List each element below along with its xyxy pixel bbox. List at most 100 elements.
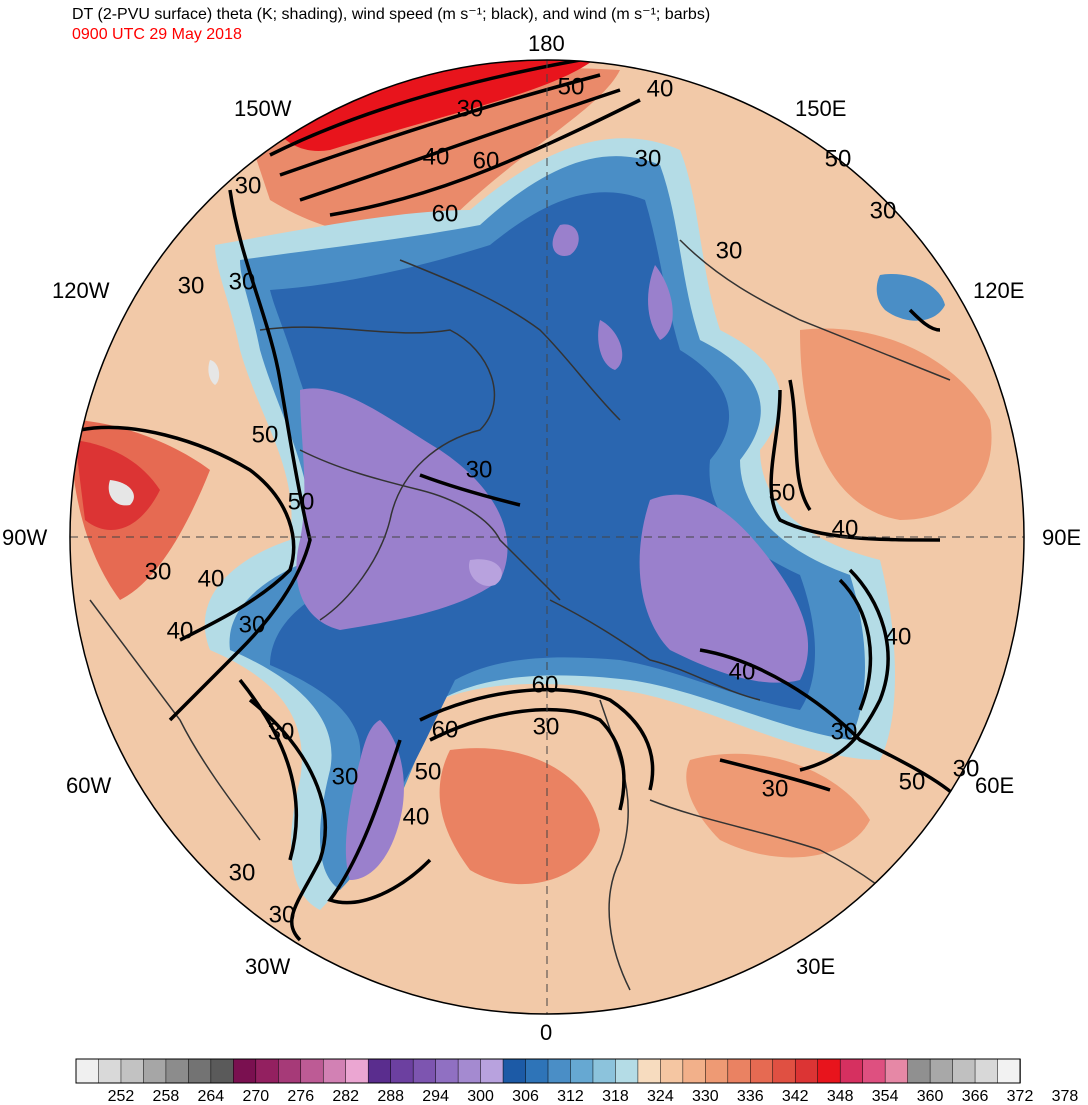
isotach-label: 50 — [252, 421, 279, 448]
colorbar-swatch — [322, 1058, 347, 1084]
colorbar-swatch — [615, 1058, 639, 1084]
isotach-label: 30 — [268, 718, 295, 745]
cold-core-kara — [648, 265, 673, 340]
colorbar-swatch — [884, 1058, 909, 1084]
lon-label-0: 0 — [540, 1020, 553, 1045]
colorbar-swatch — [839, 1058, 864, 1084]
map-boundary — [69, 59, 1025, 1015]
isotach-label: 60 — [432, 200, 459, 227]
lon-label-150e: 150E — [795, 96, 847, 121]
colorbar-swatch — [705, 1058, 729, 1084]
colorbar-tick-label: 318 — [602, 1088, 629, 1105]
warm-region-europe — [686, 753, 870, 858]
coastline — [399, 259, 621, 421]
colorbar-swatch — [367, 1058, 392, 1084]
isotach-label: 30 — [466, 456, 493, 483]
isotach-label: 30 — [457, 95, 484, 122]
colorbar-tick-label: 372 — [1007, 1088, 1034, 1105]
cold-core-beaufort — [552, 224, 579, 256]
colorbar-frame — [75, 1058, 1021, 1084]
colorbar-swatch — [120, 1058, 145, 1084]
warm-region-asia — [800, 328, 992, 520]
coastline — [549, 599, 761, 701]
cold-core-siberia — [639, 494, 809, 683]
colorbar-swatch — [502, 1058, 527, 1084]
hot-region-pacific — [270, 60, 600, 151]
warm-region-atlantic — [439, 748, 600, 885]
lon-label-90e: 90E — [1042, 525, 1082, 550]
colorbar-swatch — [660, 1058, 684, 1084]
colorbar-swatch — [300, 1058, 324, 1084]
isotach-label: 60 — [432, 716, 459, 743]
coastline — [259, 326, 496, 621]
colorbar-tick-label: 348 — [827, 1088, 854, 1105]
colorbar-swatch — [188, 1058, 212, 1084]
colorbar-tick-label: 312 — [557, 1088, 584, 1105]
isotach-label: 30 — [953, 755, 980, 782]
colorbar-tick-label: 252 — [108, 1088, 135, 1105]
colorbar-swatch — [682, 1058, 707, 1084]
chart-title: DT (2-PVU surface) theta (K; shading), w… — [72, 6, 711, 23]
isotach-label: 30 — [831, 718, 858, 745]
isotach — [168, 189, 312, 722]
colorbar-tick-label: 294 — [422, 1088, 449, 1105]
colorbar-swatch — [525, 1058, 549, 1084]
colorbar-swatch — [75, 1058, 100, 1084]
lon-label-150w: 150W — [234, 96, 292, 121]
colorbar-swatch — [570, 1058, 594, 1084]
colorbar-tick-label: 288 — [377, 1088, 404, 1105]
isotach-label: 30 — [870, 197, 897, 224]
colorbar-tick-label: 306 — [512, 1088, 539, 1105]
colorbar-tick-label: 270 — [242, 1088, 269, 1105]
colorbar-swatch — [165, 1058, 190, 1084]
colorbar-swatch — [390, 1058, 414, 1084]
colorbar-swatch — [794, 1058, 819, 1084]
colorbar-tick-label: 336 — [737, 1088, 764, 1105]
valid-time: 0900 UTC 29 May 2018 — [72, 26, 242, 43]
isotach — [79, 425, 296, 642]
lon-label-180: 180 — [528, 31, 565, 56]
isotach — [799, 568, 890, 772]
cold-core-atlantic — [345, 720, 404, 880]
isotach — [699, 648, 962, 802]
coastline — [89, 599, 261, 841]
isotach — [238, 678, 327, 942]
extreme-theta-spot — [108, 480, 134, 506]
isotach-label: 40 — [885, 623, 912, 650]
isotach-label: 50 — [415, 758, 442, 785]
isotach-label: 30 — [145, 558, 172, 585]
isotach-label: 50 — [769, 479, 796, 506]
colorbar-tick-label: 342 — [782, 1088, 809, 1105]
isotach-label: 40 — [832, 515, 859, 542]
lon-label-120e: 120E — [973, 278, 1025, 303]
isotach-label: 30 — [229, 268, 256, 295]
isotach — [327, 739, 432, 905]
coastline — [679, 239, 951, 381]
cold-spot-asia — [876, 274, 945, 321]
isotach-label: 60 — [473, 147, 500, 174]
colorbar-tick-label: 324 — [647, 1088, 674, 1105]
colorbar-swatch — [862, 1058, 886, 1084]
colorbar-tick-label: 366 — [962, 1088, 989, 1105]
colorbar-swatch — [547, 1058, 572, 1084]
colorbar-swatch — [929, 1058, 954, 1084]
cold-core-hudson — [469, 559, 502, 586]
colorbar-swatch — [952, 1058, 976, 1084]
colorbar-tick-label: 300 — [467, 1088, 494, 1105]
cold-pool-inner — [270, 192, 815, 850]
colorbar-swatch — [637, 1058, 662, 1084]
isotach — [269, 60, 641, 217]
colorbar-swatch — [772, 1058, 796, 1084]
colorbar: 252 258 264 270 276 282 288 294 300 306 312 318 324 3… — [75, 1058, 1078, 1105]
isotach-label: 40 — [647, 75, 674, 102]
isotach-label: 40 — [403, 803, 430, 830]
colorbar-swatch — [435, 1058, 459, 1084]
colorbar-tick-label: 360 — [917, 1088, 944, 1105]
colorbar-swatch — [345, 1058, 369, 1084]
isotach-label: 30 — [762, 775, 789, 802]
extreme-theta-spot — [208, 360, 220, 385]
isotach — [769, 379, 941, 542]
cold-core-laptev — [598, 320, 623, 370]
